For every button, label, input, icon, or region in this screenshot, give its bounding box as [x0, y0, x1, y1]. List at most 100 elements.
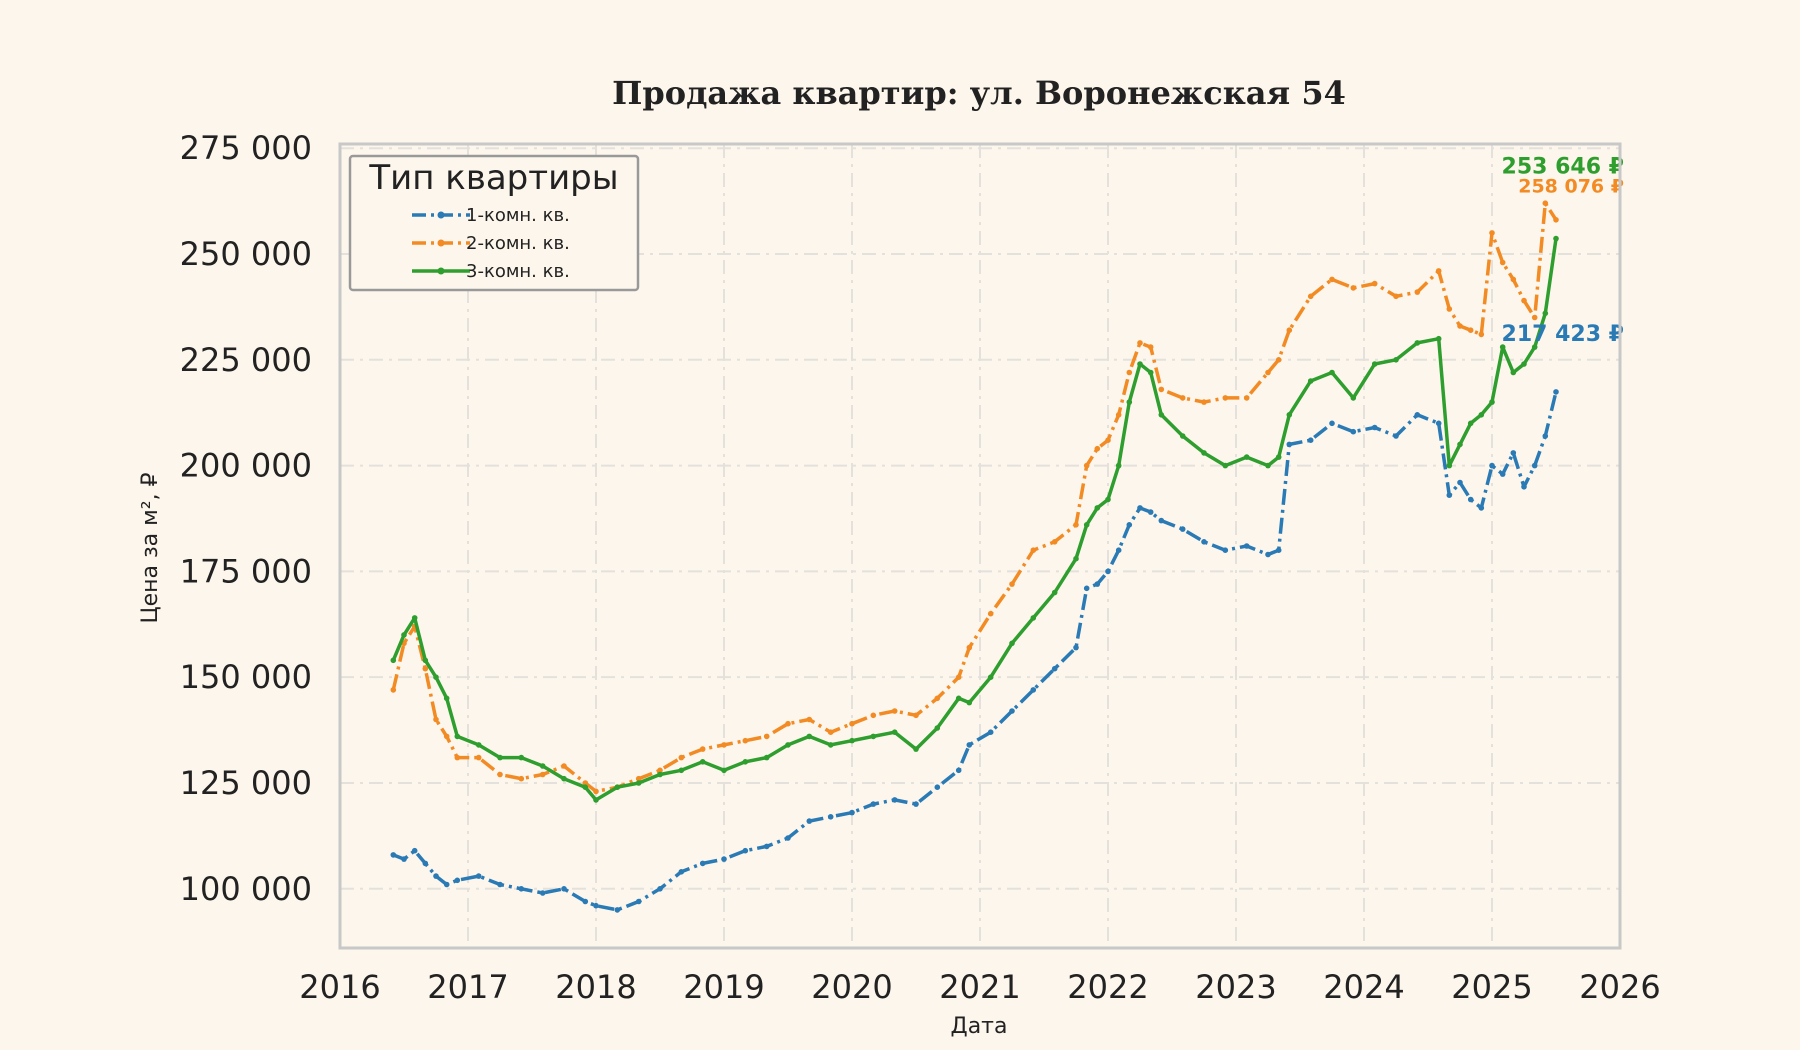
series-3-point	[1073, 555, 1079, 562]
series-3-point	[1030, 615, 1037, 621]
x-tick-label: 2019	[683, 968, 764, 1006]
series-1-line	[392, 391, 1558, 912]
series-3-point	[1222, 462, 1229, 469]
series-2-point	[454, 754, 461, 761]
series-2-point	[593, 788, 599, 795]
series-2-point	[891, 708, 898, 714]
legend: Тип квартиры 1-комн. кв. 2-комн. кв. 3-ком…	[348, 154, 640, 292]
series-2-point	[1286, 327, 1293, 334]
x-axis-label: Дата	[951, 1014, 1008, 1039]
legend-item-1: 1-комн. кв.	[412, 205, 570, 226]
series-2-point	[497, 771, 503, 778]
series-1-point	[1521, 484, 1527, 490]
series-2-point	[1510, 276, 1517, 283]
series-1-point	[1030, 687, 1037, 693]
series-3-point	[443, 695, 450, 702]
x-tick-label: 2020	[811, 968, 892, 1006]
legend-label: 3-комн. кв.	[466, 261, 570, 282]
series-2-point	[1521, 297, 1527, 304]
series-1-point	[1371, 424, 1378, 431]
series-1-point	[1265, 551, 1271, 558]
series-1-point	[1083, 585, 1090, 592]
series-1-point	[1446, 492, 1453, 499]
series-3-point	[1158, 412, 1165, 418]
series-2-point	[1094, 445, 1101, 452]
series-2-point	[913, 712, 919, 719]
series-2-point	[1051, 539, 1058, 545]
series-3-point	[614, 784, 621, 790]
series-1-point	[1243, 543, 1250, 549]
series-1-point	[454, 877, 461, 884]
series-3-point	[1371, 361, 1378, 367]
series-1-point	[934, 784, 941, 790]
series-1-point	[1094, 581, 1101, 587]
series-3-point	[582, 784, 589, 790]
series-1-point	[699, 860, 706, 867]
series-3-point	[1435, 335, 1442, 342]
series-2-point	[1158, 386, 1165, 393]
series-2-point	[699, 746, 706, 752]
series-3-point	[1521, 361, 1527, 367]
series-2-point	[1478, 331, 1485, 338]
series-3-point	[1510, 369, 1517, 376]
series-2-point	[1414, 289, 1421, 295]
series-1-point	[433, 873, 439, 879]
series-2-point	[1531, 314, 1538, 321]
series-1-point	[1073, 644, 1079, 651]
series-1-point	[1542, 433, 1549, 439]
series-layer	[390, 200, 1559, 913]
y-tick-label: 200 000	[180, 447, 312, 485]
series-3-point	[742, 759, 749, 765]
series-3-point	[1009, 640, 1015, 647]
series-2-point	[1243, 395, 1250, 401]
series-3-point	[1083, 522, 1090, 528]
series-1-point	[411, 847, 418, 854]
series-1-point	[1147, 509, 1154, 515]
series-3-point	[987, 674, 994, 680]
series-1-point	[827, 814, 834, 820]
series-3-point	[1051, 589, 1058, 596]
series-3-point	[955, 695, 962, 702]
legend-items: 1-комн. кв. 2-комн. кв. 3-комн. кв.	[412, 205, 570, 282]
series-2-point	[678, 754, 685, 761]
series-1-point	[785, 835, 791, 841]
series-1-point	[870, 801, 877, 807]
series-3-point	[657, 771, 663, 778]
series-3-point	[1457, 441, 1463, 448]
x-tick-label: 2022	[1067, 968, 1148, 1006]
series-2-point	[1275, 357, 1282, 363]
series-1-point	[1222, 547, 1229, 553]
series-1-point	[539, 890, 546, 896]
series-3-point	[1137, 361, 1143, 367]
series-1-point	[1115, 547, 1122, 553]
legend-item-3: 3-комн. кв.	[412, 261, 570, 282]
y-tick-label: 250 000	[180, 235, 312, 273]
series-2-point	[934, 695, 941, 702]
series-2-point	[1201, 399, 1207, 405]
series-3-point	[593, 797, 599, 803]
series-1-point	[593, 902, 599, 909]
series-1-point	[1329, 420, 1335, 427]
series-3-point	[1275, 454, 1282, 460]
series-3-point	[539, 763, 546, 769]
series-3-point	[678, 767, 685, 774]
series-1-point	[1350, 428, 1357, 435]
series-3-point	[401, 632, 407, 638]
series-2-point	[1446, 306, 1453, 312]
x-tick-label: 2024	[1323, 968, 1404, 1006]
series-2-point	[1073, 522, 1079, 528]
x-tick-label: 2021	[939, 968, 1020, 1006]
series-3-point	[635, 780, 642, 786]
series-2-point	[1030, 547, 1037, 553]
series-2-point	[443, 733, 450, 740]
series-2-point	[806, 716, 813, 723]
series-3-point	[721, 767, 727, 774]
series-3-point	[1201, 450, 1207, 456]
series-1-point	[1179, 526, 1186, 532]
series-1-point	[1009, 708, 1015, 714]
series-3-point	[1243, 454, 1250, 460]
series-2-point	[1105, 437, 1111, 444]
series-3-end-label: 253 646 ₽	[1502, 155, 1624, 180]
series-2-point	[475, 754, 482, 761]
